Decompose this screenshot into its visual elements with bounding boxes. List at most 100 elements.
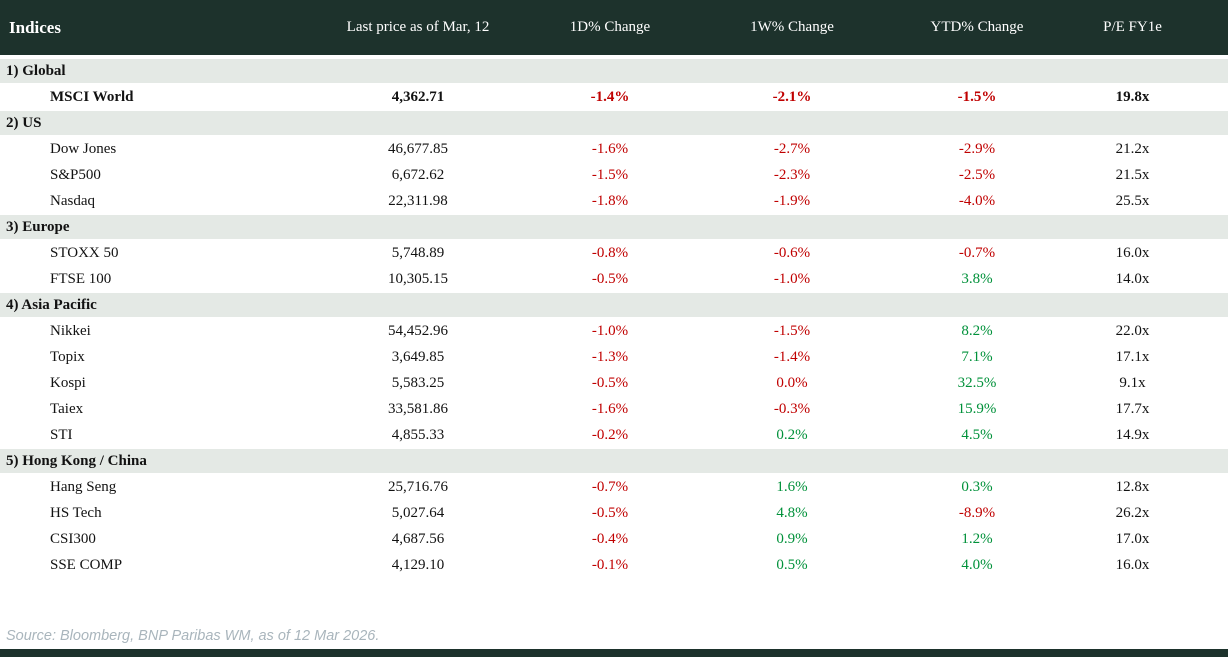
pe-cell: 21.5x	[1037, 162, 1228, 188]
last-price-cell: 5,583.25	[283, 370, 553, 396]
section-label: 1) Global	[0, 58, 1228, 84]
index-name-cell: Nasdaq	[0, 188, 283, 214]
change-ytd-cell: -0.7%	[917, 240, 1037, 266]
last-price-cell: 25,716.76	[283, 474, 553, 500]
section-row: 3) Europe	[0, 214, 1228, 240]
pe-cell: 9.1x	[1037, 370, 1228, 396]
section-label: 4) Asia Pacific	[0, 292, 1228, 318]
change-ytd-cell: -1.5%	[917, 84, 1037, 110]
change-1w-cell: -1.0%	[667, 266, 917, 292]
table-row: STI 4,855.33 -0.2% 0.2% 4.5% 14.9x	[0, 422, 1228, 448]
index-name-cell: Dow Jones	[0, 136, 283, 162]
pe-cell: 14.9x	[1037, 422, 1228, 448]
indices-table: Indices Last price as of Mar, 12 1D% Cha…	[0, 0, 1228, 578]
column-header-indices: Indices	[0, 0, 283, 58]
index-name-cell: Taiex	[0, 396, 283, 422]
change-1w-cell: -0.3%	[667, 396, 917, 422]
change-1d-cell: -0.2%	[553, 422, 667, 448]
table-row: Nasdaq 22,311.98 -1.8% -1.9% -4.0% 25.5x	[0, 188, 1228, 214]
pe-cell: 12.8x	[1037, 474, 1228, 500]
last-price-cell: 22,311.98	[283, 188, 553, 214]
pe-cell: 17.0x	[1037, 526, 1228, 552]
table-row: STOXX 50 5,748.89 -0.8% -0.6% -0.7% 16.0x	[0, 240, 1228, 266]
column-header-1d-change: 1D% Change	[553, 0, 667, 58]
index-name-cell: FTSE 100	[0, 266, 283, 292]
bottom-bar	[0, 649, 1228, 657]
table-row: HS Tech 5,027.64 -0.5% 4.8% -8.9% 26.2x	[0, 500, 1228, 526]
last-price-cell: 4,362.71	[283, 84, 553, 110]
change-ytd-cell: -2.5%	[917, 162, 1037, 188]
pe-cell: 21.2x	[1037, 136, 1228, 162]
last-price-cell: 46,677.85	[283, 136, 553, 162]
change-1w-cell: 1.6%	[667, 474, 917, 500]
change-1w-cell: 0.0%	[667, 370, 917, 396]
pe-cell: 16.0x	[1037, 240, 1228, 266]
change-1d-cell: -0.5%	[553, 266, 667, 292]
change-1w-cell: -1.5%	[667, 318, 917, 344]
last-price-cell: 4,129.10	[283, 552, 553, 578]
table-row: MSCI World 4,362.71 -1.4% -2.1% -1.5% 19.8x	[0, 84, 1228, 110]
last-price-cell: 5,748.89	[283, 240, 553, 266]
change-1w-cell: -2.3%	[667, 162, 917, 188]
index-name-cell: STOXX 50	[0, 240, 283, 266]
pe-cell: 19.8x	[1037, 84, 1228, 110]
table-row: Dow Jones 46,677.85 -1.6% -2.7% -2.9% 21.2x	[0, 136, 1228, 162]
table-row: Kospi 5,583.25 -0.5% 0.0% 32.5% 9.1x	[0, 370, 1228, 396]
pe-cell: 25.5x	[1037, 188, 1228, 214]
change-1w-cell: -2.7%	[667, 136, 917, 162]
change-ytd-cell: -2.9%	[917, 136, 1037, 162]
index-name-cell: STI	[0, 422, 283, 448]
index-name-cell: Topix	[0, 344, 283, 370]
change-1d-cell: -1.5%	[553, 162, 667, 188]
change-1w-cell: -0.6%	[667, 240, 917, 266]
change-ytd-cell: 0.3%	[917, 474, 1037, 500]
table-row: SSE COMP 4,129.10 -0.1% 0.5% 4.0% 16.0x	[0, 552, 1228, 578]
section-label: 2) US	[0, 110, 1228, 136]
table-row: FTSE 100 10,305.15 -0.5% -1.0% 3.8% 14.0x	[0, 266, 1228, 292]
index-name-cell: CSI300	[0, 526, 283, 552]
section-label: 5) Hong Kong / China	[0, 448, 1228, 474]
change-1d-cell: -0.4%	[553, 526, 667, 552]
index-name-cell: Hang Seng	[0, 474, 283, 500]
last-price-cell: 3,649.85	[283, 344, 553, 370]
change-ytd-cell: -8.9%	[917, 500, 1037, 526]
pe-cell: 16.0x	[1037, 552, 1228, 578]
change-1w-cell: 0.9%	[667, 526, 917, 552]
index-name-cell: Nikkei	[0, 318, 283, 344]
table-row: Hang Seng 25,716.76 -0.7% 1.6% 0.3% 12.8x	[0, 474, 1228, 500]
change-1w-cell: 4.8%	[667, 500, 917, 526]
column-header-last-price: Last price as of Mar, 12	[283, 0, 553, 58]
change-1d-cell: -1.8%	[553, 188, 667, 214]
table-row: S&P500 6,672.62 -1.5% -2.3% -2.5% 21.5x	[0, 162, 1228, 188]
change-1w-cell: -2.1%	[667, 84, 917, 110]
pe-cell: 26.2x	[1037, 500, 1228, 526]
change-1d-cell: -0.8%	[553, 240, 667, 266]
change-ytd-cell: 1.2%	[917, 526, 1037, 552]
pe-cell: 14.0x	[1037, 266, 1228, 292]
change-ytd-cell: 3.8%	[917, 266, 1037, 292]
table-row: Topix 3,649.85 -1.3% -1.4% 7.1% 17.1x	[0, 344, 1228, 370]
column-header-1w-change: 1W% Change	[667, 0, 917, 58]
change-1d-cell: -1.4%	[553, 84, 667, 110]
pe-cell: 17.1x	[1037, 344, 1228, 370]
index-name-cell: MSCI World	[0, 84, 283, 110]
pe-cell: 17.7x	[1037, 396, 1228, 422]
change-ytd-cell: 4.5%	[917, 422, 1037, 448]
change-ytd-cell: 32.5%	[917, 370, 1037, 396]
table-header: Indices Last price as of Mar, 12 1D% Cha…	[0, 0, 1228, 58]
last-price-cell: 33,581.86	[283, 396, 553, 422]
change-1w-cell: 0.5%	[667, 552, 917, 578]
table-row: Nikkei 54,452.96 -1.0% -1.5% 8.2% 22.0x	[0, 318, 1228, 344]
change-ytd-cell: 4.0%	[917, 552, 1037, 578]
table-row: CSI300 4,687.56 -0.4% 0.9% 1.2% 17.0x	[0, 526, 1228, 552]
last-price-cell: 6,672.62	[283, 162, 553, 188]
change-1d-cell: -0.7%	[553, 474, 667, 500]
last-price-cell: 4,687.56	[283, 526, 553, 552]
change-1w-cell: 0.2%	[667, 422, 917, 448]
change-1d-cell: -1.3%	[553, 344, 667, 370]
section-row: 1) Global	[0, 58, 1228, 84]
change-1d-cell: -1.0%	[553, 318, 667, 344]
last-price-cell: 5,027.64	[283, 500, 553, 526]
indices-table-body: 1) Global MSCI World 4,362.71 -1.4% -2.1% -1.…	[0, 58, 1228, 578]
change-1d-cell: -0.5%	[553, 500, 667, 526]
